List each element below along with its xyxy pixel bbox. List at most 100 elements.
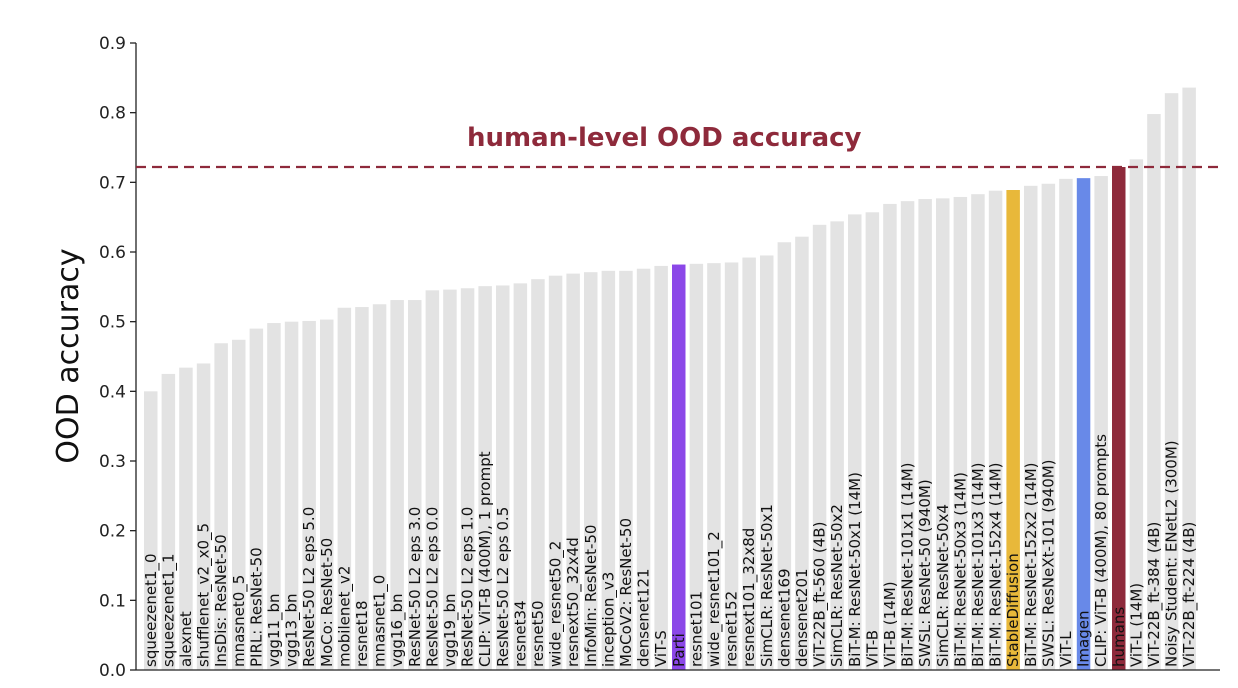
- y-tick-label: 0.9: [99, 34, 126, 54]
- bar: [918, 199, 932, 671]
- bar-category-label: MoCoV2: ResNet-50: [617, 518, 635, 667]
- bar-category-label: wide_resnet101_2: [705, 531, 724, 667]
- bar: [1094, 176, 1108, 670]
- bar-category-label: mnasnet1_0: [371, 575, 390, 667]
- bar-category-label: densenet169: [775, 568, 793, 667]
- bar-category-label: squeezenet1_1: [159, 553, 178, 667]
- bar: [636, 268, 651, 670]
- bar-category-label: vgg11_bn: [265, 593, 284, 667]
- bar-category-label: resnet50: [529, 600, 547, 667]
- bar-category-label: vgg13_bn: [283, 593, 302, 667]
- bar-category-label: SimCLR: ResNet-50x2: [828, 504, 846, 667]
- bar-category-label: ResNet-50 L2 eps 5.0: [300, 507, 318, 667]
- bars-group: squeezenet1_0 squeezenet1_1 alexnet shuffle…: [142, 87, 1199, 671]
- bar-category-label: ViT-S: [652, 630, 670, 667]
- bar: [425, 290, 440, 670]
- bar: [584, 272, 598, 670]
- y-tick-label: 0.5: [99, 313, 126, 333]
- bar: [1006, 190, 1020, 670]
- bar: [1182, 87, 1196, 671]
- bar-category-label: wide_resnet50_2: [547, 541, 566, 667]
- bar-category-label: ViT-L (14M): [1127, 583, 1145, 667]
- bar-category-label: CLIP: ViT-B (400M), 1 prompt: [476, 451, 494, 667]
- bar: [812, 224, 827, 670]
- bar-category-label: BiT-M: ResNet-101x3 (14M): [969, 462, 987, 667]
- bar: [1059, 178, 1073, 670]
- bar: [795, 236, 809, 671]
- bar: [320, 319, 334, 670]
- bar: [337, 307, 352, 670]
- bar: [214, 343, 228, 670]
- bar-category-label: densenet201: [793, 568, 811, 667]
- bar-category-label: resnet18: [353, 600, 371, 667]
- bar: [1076, 178, 1091, 670]
- y-tick-label: 0.2: [99, 522, 126, 542]
- bar-category-label: ViT-22B_ft-224 (4B): [1180, 522, 1199, 667]
- bar-category-label: InfoMin: ResNet-50: [582, 525, 600, 667]
- y-axis: 0.0 0.1 0.2 0.3 0.4 0.5 0.6 0.7 0.8 0.9: [99, 34, 137, 681]
- bar: [689, 263, 704, 670]
- bar: [988, 190, 1003, 670]
- bar-category-label: StableDiffusion: [1004, 553, 1022, 667]
- bar-category-label: InsDis: ResNet-50: [212, 534, 230, 667]
- bar-category-label: inception_v3: [599, 572, 618, 667]
- bar: [619, 270, 633, 670]
- bar-category-label: SimCLR: ResNet-50x4: [934, 504, 952, 667]
- bar-category-label: ViT-B: [863, 630, 881, 667]
- bar: [742, 257, 756, 670]
- bar: [460, 288, 475, 670]
- bar-category-label: BiT-M: ResNet-50x1 (14M): [846, 472, 864, 667]
- bar: [408, 300, 422, 670]
- bar-category-label: resnet34: [511, 600, 529, 667]
- bar: [513, 283, 528, 670]
- bar-category-label: alexnet: [177, 611, 195, 667]
- bar: [161, 373, 176, 670]
- bar-category-label: BiT-M: ResNet-152x4 (14M): [987, 462, 1005, 667]
- y-tick-label: 0.3: [99, 452, 126, 472]
- bar-category-label: MoCo: ResNet-50: [318, 538, 336, 667]
- bar-category-label: densenet121: [635, 568, 653, 667]
- bar: [267, 323, 281, 670]
- bar-category-label: ResNet-50 L2 eps 1.0: [459, 507, 477, 667]
- bar: [601, 270, 616, 670]
- bar-category-label: PIRL: ResNet-50: [247, 547, 265, 667]
- bar: [302, 320, 316, 670]
- bar-category-label: SWSL: ResNeXt-101 (940M): [1039, 459, 1057, 667]
- bar-category-label: BiT-M: ResNet-50x3 (14M): [951, 472, 969, 667]
- bar: [249, 328, 264, 670]
- bar: [1112, 167, 1126, 670]
- bar: [390, 300, 404, 670]
- bar-category-label: mnasnet0_5: [230, 575, 249, 667]
- bar: [284, 321, 299, 670]
- bar-category-label: Parti: [670, 633, 688, 667]
- bar: [1147, 114, 1161, 670]
- bar: [900, 201, 915, 670]
- bar-category-label: BiT-M: ResNet-101x1 (14M): [899, 462, 917, 667]
- bar: [1164, 93, 1179, 670]
- y-tick-label: 0.6: [99, 243, 126, 263]
- bar-category-label: ViT-L: [1057, 631, 1075, 667]
- bar: [1024, 185, 1038, 670]
- bar-category-label: resnext101_32x8d: [740, 528, 759, 667]
- bar: [724, 262, 739, 670]
- bar: [144, 391, 158, 670]
- bar-category-label: resnext50_32x4d: [564, 537, 583, 667]
- bar: [848, 214, 862, 670]
- bar-category-label: SWSL: ResNet-50 (940M): [916, 479, 934, 667]
- bar-category-label: ResNet-50 L2 eps 0.0: [423, 507, 441, 667]
- bar: [496, 285, 510, 670]
- bar-category-label: ViT-B (14M): [881, 581, 899, 667]
- human-level-reference-label: human-level OOD accuracy: [467, 123, 862, 153]
- bar-category-label: BiT-M: ResNet-152x2 (14M): [1022, 462, 1040, 667]
- bar: [672, 264, 686, 670]
- bar-category-label: ResNet-50 L2 eps 0.5: [494, 507, 512, 667]
- bar: [478, 286, 492, 670]
- y-tick-label: 0.0: [99, 661, 126, 681]
- bar-category-label: ResNet-50 L2 eps 3.0: [406, 507, 424, 667]
- bar: [531, 279, 545, 670]
- bar-category-label: ViT-22B_ft-384 (4B): [1145, 522, 1164, 667]
- bar: [777, 242, 792, 670]
- bar: [232, 339, 246, 670]
- bar-category-label: resnet101: [687, 591, 705, 667]
